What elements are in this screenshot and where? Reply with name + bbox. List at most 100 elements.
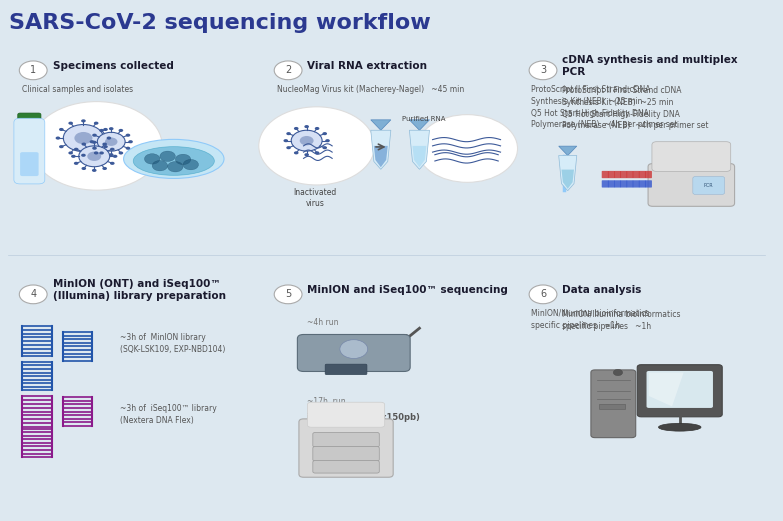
Circle shape	[287, 146, 291, 149]
Circle shape	[109, 153, 114, 156]
Text: Inactivated
virus: Inactivated virus	[294, 188, 337, 208]
FancyBboxPatch shape	[325, 364, 367, 375]
Circle shape	[74, 162, 78, 165]
FancyBboxPatch shape	[639, 171, 646, 178]
Text: Specimens collected: Specimens collected	[52, 61, 173, 71]
Circle shape	[417, 115, 518, 182]
Circle shape	[99, 152, 104, 155]
Polygon shape	[649, 373, 684, 406]
FancyBboxPatch shape	[637, 365, 722, 417]
Text: SARS-CoV-2 sequencing workflow: SARS-CoV-2 sequencing workflow	[9, 13, 431, 33]
Polygon shape	[37, 151, 70, 172]
Text: 6: 6	[540, 289, 546, 300]
Text: MinION (FLO-MIN106): MinION (FLO-MIN106)	[308, 334, 410, 343]
Circle shape	[94, 152, 99, 155]
FancyBboxPatch shape	[308, 402, 384, 427]
Circle shape	[175, 154, 191, 165]
Text: Data analysis: Data analysis	[562, 285, 642, 295]
FancyBboxPatch shape	[313, 461, 379, 473]
Circle shape	[103, 128, 108, 131]
Circle shape	[128, 140, 133, 143]
Circle shape	[81, 167, 86, 170]
Circle shape	[92, 134, 97, 137]
FancyBboxPatch shape	[620, 171, 627, 178]
Circle shape	[287, 132, 291, 135]
Circle shape	[613, 369, 622, 376]
Circle shape	[315, 127, 319, 130]
Ellipse shape	[133, 147, 215, 175]
Text: MinION (ONT) and iSeq100™
(Illumina) library preparation: MinION (ONT) and iSeq100™ (Illumina) lib…	[52, 279, 226, 301]
Circle shape	[92, 146, 97, 150]
Circle shape	[168, 162, 183, 172]
FancyBboxPatch shape	[14, 118, 45, 184]
Circle shape	[68, 152, 73, 155]
Text: NucleoMag Virus kit (Macherey-Nagel)   ~45 min: NucleoMag Virus kit (Macherey-Nagel) ~45…	[276, 85, 464, 94]
Text: cDNA synthesis and multiplex
PCR: cDNA synthesis and multiplex PCR	[562, 55, 738, 77]
FancyBboxPatch shape	[626, 180, 633, 188]
FancyBboxPatch shape	[18, 113, 41, 127]
Text: ~17h  run: ~17h run	[308, 397, 346, 406]
Circle shape	[529, 61, 557, 80]
FancyBboxPatch shape	[600, 404, 626, 410]
Polygon shape	[371, 120, 391, 130]
Circle shape	[56, 137, 60, 140]
Text: MinION and iSeq100™ sequencing: MinION and iSeq100™ sequencing	[308, 285, 508, 295]
Circle shape	[118, 152, 123, 155]
Circle shape	[305, 153, 309, 156]
Circle shape	[323, 132, 327, 135]
Polygon shape	[413, 146, 427, 167]
Circle shape	[340, 340, 368, 358]
Text: Purified RNA: Purified RNA	[402, 116, 445, 122]
Circle shape	[99, 129, 104, 132]
FancyBboxPatch shape	[614, 180, 621, 188]
FancyBboxPatch shape	[601, 171, 608, 178]
Text: iSeq100™(PE, 2x150pb): iSeq100™(PE, 2x150pb)	[308, 413, 420, 421]
Circle shape	[59, 128, 63, 131]
Circle shape	[81, 143, 86, 146]
Circle shape	[94, 121, 99, 125]
Circle shape	[291, 130, 322, 151]
Circle shape	[59, 145, 63, 148]
Circle shape	[79, 146, 110, 167]
Circle shape	[20, 285, 47, 304]
FancyBboxPatch shape	[645, 180, 652, 188]
Circle shape	[274, 285, 302, 304]
Circle shape	[87, 152, 101, 161]
Polygon shape	[559, 146, 577, 156]
Circle shape	[315, 151, 319, 154]
Text: 5: 5	[285, 289, 291, 300]
FancyBboxPatch shape	[608, 171, 615, 178]
Circle shape	[323, 146, 327, 150]
Circle shape	[294, 127, 298, 130]
Circle shape	[103, 143, 107, 146]
Circle shape	[103, 145, 108, 148]
Circle shape	[89, 140, 94, 143]
Circle shape	[125, 134, 130, 137]
Circle shape	[97, 132, 125, 151]
Polygon shape	[561, 170, 574, 189]
Circle shape	[92, 141, 96, 144]
Text: ~3h of  MinION library
(SQK-LSK109, EXP-NBD104): ~3h of MinION library (SQK-LSK109, EXP-N…	[120, 333, 225, 354]
Circle shape	[529, 285, 557, 304]
FancyBboxPatch shape	[20, 152, 38, 176]
Polygon shape	[371, 130, 391, 169]
Circle shape	[160, 151, 175, 162]
Circle shape	[300, 136, 314, 145]
Circle shape	[110, 148, 114, 151]
Text: 2: 2	[285, 65, 291, 76]
Ellipse shape	[124, 140, 224, 179]
Text: ProtoScript II First Strand cDNA
Synthesis Kit (NEB)  ~25 min
Q5 Hot Start High-: ProtoScript II First Strand cDNA Synthes…	[532, 85, 678, 129]
FancyBboxPatch shape	[591, 370, 636, 438]
FancyBboxPatch shape	[313, 432, 379, 447]
Circle shape	[20, 61, 47, 80]
Text: PCR: PCR	[703, 183, 713, 188]
Circle shape	[103, 167, 107, 170]
Ellipse shape	[659, 423, 701, 431]
Polygon shape	[410, 130, 429, 169]
Text: ProtoScript II First Strand cDNA
Synthesis Kit (NEB)  ~25 min
Q5 Hot Start High-: ProtoScript II First Strand cDNA Synthes…	[562, 86, 709, 130]
Polygon shape	[373, 146, 388, 167]
FancyBboxPatch shape	[620, 180, 627, 188]
Text: Clinical samples and isolates: Clinical samples and isolates	[22, 85, 133, 94]
FancyBboxPatch shape	[313, 446, 379, 461]
Text: ~3h of  iSeq100™ library
(Nextera DNA Flex): ~3h of iSeq100™ library (Nextera DNA Fle…	[120, 404, 216, 425]
